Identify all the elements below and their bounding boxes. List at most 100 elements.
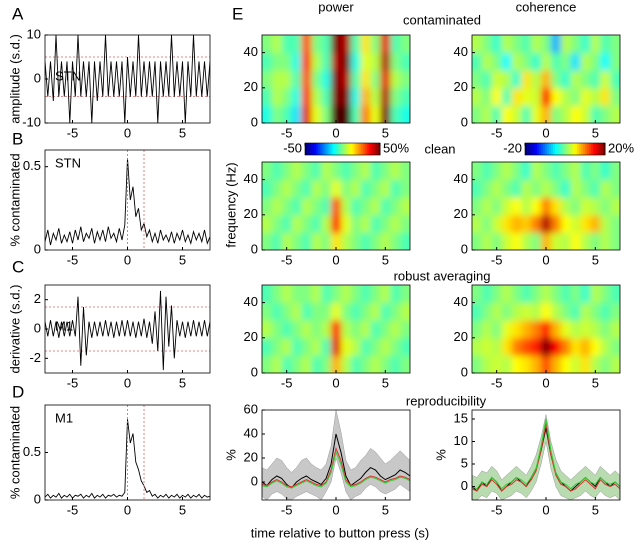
heatmap-cell — [281, 162, 293, 181]
heatmap-cell — [380, 35, 391, 54]
heatmap-cell — [550, 214, 562, 233]
x-tick-label: 5 — [179, 125, 186, 140]
column-title: coherence — [516, 0, 577, 14]
heatmap-cell — [590, 179, 601, 198]
heatmap-cell — [541, 162, 552, 181]
heatmap-cell — [281, 70, 293, 89]
heatmap-cell — [340, 70, 352, 89]
heatmap-cell — [370, 52, 381, 71]
heatmap-cell — [472, 87, 483, 106]
colorbar-step — [348, 143, 351, 155]
heatmap-cell — [521, 179, 532, 198]
colorbar-step — [372, 143, 375, 155]
data-line — [262, 450, 410, 489]
heatmap-cell — [262, 197, 273, 216]
heatmap-cell — [271, 87, 283, 106]
colorbar-step — [306, 143, 310, 155]
heatmap-cell — [400, 285, 410, 304]
heatmap-cell — [262, 179, 273, 198]
heatmap-cell — [390, 52, 401, 71]
y-tick-label: 0 — [251, 473, 258, 488]
heatmap-cell — [350, 302, 362, 321]
heatmap-cell — [610, 320, 620, 339]
heatmap-cell — [590, 355, 601, 373]
y-tick-label: 20 — [454, 79, 468, 94]
heatmap-cell — [291, 302, 302, 321]
heatmap-cell — [531, 197, 542, 216]
heatmap-cell — [610, 70, 620, 89]
colorbar-step — [565, 143, 568, 155]
x-tick-label: -5 — [67, 375, 79, 390]
plot-area — [262, 162, 410, 250]
colorbar-step — [597, 143, 600, 155]
heatmap-cell — [311, 70, 322, 89]
x-tick-label: -5 — [491, 252, 503, 267]
heatmap-cell — [541, 87, 552, 106]
colorbar-step — [338, 143, 342, 155]
heatmap-cell — [390, 302, 401, 321]
heatmap-cell — [301, 52, 312, 71]
heatmap-cell — [560, 87, 572, 106]
heatmap-cell — [560, 179, 572, 198]
heatmap-cell — [550, 232, 562, 250]
heatmap-cell — [570, 355, 582, 373]
heatmap-cell — [370, 285, 381, 304]
heatmap-cell — [550, 70, 562, 89]
colorbar-tick-label: -20 — [503, 140, 522, 155]
x-tick-label: 0 — [124, 252, 131, 267]
heatmap-cell — [370, 337, 381, 356]
heatmap-cell — [590, 337, 601, 356]
y-tick-label: 40 — [244, 425, 258, 440]
heatmap-cell — [531, 337, 542, 356]
heatmap-cell — [400, 87, 410, 106]
heatmap-cell — [491, 285, 503, 304]
x-tick-label: -5 — [281, 252, 293, 267]
x-tick-label: 0 — [542, 125, 549, 140]
heatmap-cell — [311, 162, 322, 181]
heatmap-cell — [521, 197, 532, 216]
colorbar-step — [363, 143, 366, 155]
heatmap-cell — [590, 70, 601, 89]
heatmap-cell — [541, 52, 552, 71]
heatmap-cell — [541, 214, 552, 233]
x-tick-label: 0 — [542, 502, 549, 517]
heatmap-cell — [590, 87, 601, 106]
heatmap-cell — [560, 302, 572, 321]
colorbar-step — [543, 143, 546, 155]
heatmap-cell — [301, 355, 312, 373]
heatmap-cells — [472, 162, 620, 250]
x-tick-label: 5 — [382, 125, 389, 140]
heatmap-cell — [570, 52, 582, 71]
heatmap-cell — [281, 355, 293, 373]
heatmap-cell — [580, 285, 591, 304]
y-tick-label: 40 — [454, 171, 468, 186]
heatmap-cell — [531, 285, 542, 304]
heatmap-cell — [390, 197, 401, 216]
heatmap-cell — [590, 35, 601, 54]
heatmap-cell — [380, 197, 391, 216]
x-tick-label: 5 — [592, 502, 599, 517]
heatmap-cell — [541, 320, 552, 339]
heatmap-cell — [580, 162, 591, 181]
heatmap-cell — [610, 197, 620, 216]
heatmap-cell — [541, 70, 552, 89]
colorbar-step — [557, 143, 560, 155]
heatmap-cell — [370, 214, 381, 233]
heatmap-cell — [321, 302, 332, 321]
colorbar-step — [555, 143, 558, 155]
heatmap-cell — [560, 320, 572, 339]
heatmap-cell — [531, 355, 542, 373]
heatmap-cell — [491, 162, 503, 181]
colorbar-step — [333, 143, 336, 155]
heatmap-cell — [360, 70, 372, 89]
heatmap-cell — [311, 197, 322, 216]
heatmap-cell — [311, 87, 322, 106]
heatmap-cell — [472, 105, 483, 123]
heatmap-cell — [360, 197, 372, 216]
colorbar-step — [525, 143, 528, 155]
heatmap-cell — [600, 52, 611, 71]
colorbar-step — [529, 143, 532, 155]
heatmap-cell — [521, 105, 532, 123]
colorbar-step — [320, 143, 323, 155]
heatmap-cell — [331, 105, 342, 123]
